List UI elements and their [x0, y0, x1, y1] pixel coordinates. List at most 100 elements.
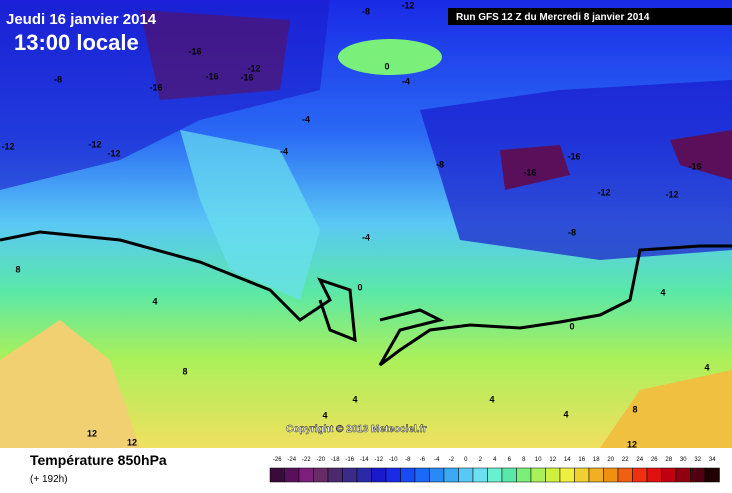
warm-pocket — [338, 39, 442, 75]
run-info: Run GFS 12 Z du Mercredi 8 janvier 2014 — [456, 12, 650, 23]
legend-label: -18 — [331, 457, 340, 463]
legend-swatch — [385, 467, 401, 483]
mild-area — [180, 130, 320, 300]
contour-label: -16 — [205, 71, 218, 81]
contour-label: -12 — [401, 0, 414, 10]
legend-label: -20 — [316, 457, 325, 463]
legend-swatch — [429, 467, 445, 483]
run-box — [448, 8, 732, 25]
legend-label: 32 — [694, 457, 701, 463]
legend-label: -16 — [345, 457, 354, 463]
legend-label: -2 — [449, 457, 455, 463]
contour-label: 8 — [632, 404, 637, 414]
contour-label: 12 — [627, 439, 637, 449]
legend-label: 16 — [578, 457, 585, 463]
legend-label: -14 — [360, 457, 369, 463]
contour-label: -4 — [362, 232, 370, 242]
legend-label: 14 — [564, 457, 571, 463]
legend-label: -6 — [420, 457, 426, 463]
legend-label: 12 — [549, 457, 556, 463]
legend-label: -24 — [287, 457, 296, 463]
contour-label: 0 — [357, 282, 362, 292]
contour-label: -12 — [247, 63, 260, 73]
contour-label: 4 — [489, 394, 494, 404]
contour-label: -8 — [362, 6, 370, 16]
contour-label: 4 — [352, 394, 357, 404]
contour-label: -8 — [568, 227, 576, 237]
copyright: Copyright © 2013 Meteociel.fr — [286, 424, 427, 435]
legend-swatch — [356, 467, 372, 483]
legend-swatch — [458, 467, 474, 483]
legend-label: 2 — [479, 457, 483, 463]
legend-label: -10 — [389, 457, 398, 463]
legend-label: -8 — [405, 457, 411, 463]
legend-label: -4 — [434, 457, 440, 463]
legend-swatch — [632, 467, 648, 483]
legend-swatch — [545, 467, 561, 483]
legend-swatch — [588, 467, 604, 483]
footer-lead: (+ 192h) — [30, 474, 68, 485]
legend-swatch — [269, 467, 285, 483]
warm-area — [600, 370, 732, 448]
contour-label: -12 — [107, 148, 120, 158]
contour-label: -16 — [149, 82, 162, 92]
legend-swatch — [400, 467, 416, 483]
contour-label: 4 — [322, 410, 327, 420]
legend-swatch — [487, 467, 503, 483]
contour-label: -12 — [597, 187, 610, 197]
contour-label: -12 — [1, 141, 14, 151]
legend-swatch — [472, 467, 488, 483]
contour-label: -8 — [436, 159, 444, 169]
legend-swatch — [327, 467, 343, 483]
contour-label: 4 — [704, 362, 709, 372]
contour-label: -8 — [54, 74, 62, 84]
legend-label: 18 — [593, 457, 600, 463]
legend-swatch — [516, 467, 532, 483]
legend-label: 28 — [665, 457, 672, 463]
contour-label: -12 — [665, 189, 678, 199]
contour-label: -16 — [240, 72, 253, 82]
legend-swatch — [704, 467, 720, 483]
contour-label: -4 — [280, 146, 288, 156]
legend-label: 4 — [493, 457, 497, 463]
contour-label: 12 — [127, 437, 137, 447]
contour-label: 4 — [660, 287, 665, 297]
legend-swatch — [313, 467, 329, 483]
legend-swatch — [298, 467, 314, 483]
contour-label: 12 — [87, 428, 97, 438]
legend-label: 24 — [636, 457, 643, 463]
cold-area — [420, 80, 732, 260]
contour-label: -12 — [88, 139, 101, 149]
legend-label: 22 — [622, 457, 629, 463]
legend-label: 0 — [464, 457, 468, 463]
legend-swatch — [690, 467, 706, 483]
legend-swatch — [501, 467, 517, 483]
legend-swatch — [661, 467, 677, 483]
legend-label: 30 — [680, 457, 687, 463]
contour-label: -16 — [188, 46, 201, 56]
legend-label: 8 — [522, 457, 526, 463]
contour-label: 4 — [152, 296, 157, 306]
legend-swatch — [574, 467, 590, 483]
legend-label: 6 — [508, 457, 512, 463]
contour-label: -16 — [567, 151, 580, 161]
zero-isotherm — [0, 230, 732, 367]
legend-label: 20 — [607, 457, 614, 463]
legend-swatch — [414, 467, 430, 483]
legend-swatch — [530, 467, 546, 483]
legend-swatch — [443, 467, 459, 483]
contour-label: 4 — [563, 409, 568, 419]
legend-label: 10 — [535, 457, 542, 463]
very-cold-area — [140, 10, 290, 100]
legend-label: -12 — [374, 457, 383, 463]
warm-area — [0, 320, 140, 448]
contour-label: -4 — [302, 114, 310, 124]
contour-label: 0 — [569, 321, 574, 331]
legend-swatch — [371, 467, 387, 483]
contour-label: 8 — [15, 264, 20, 274]
legend-swatch — [559, 467, 575, 483]
contour-label: 8 — [182, 366, 187, 376]
legend-swatch — [617, 467, 633, 483]
legend-swatch — [675, 467, 691, 483]
